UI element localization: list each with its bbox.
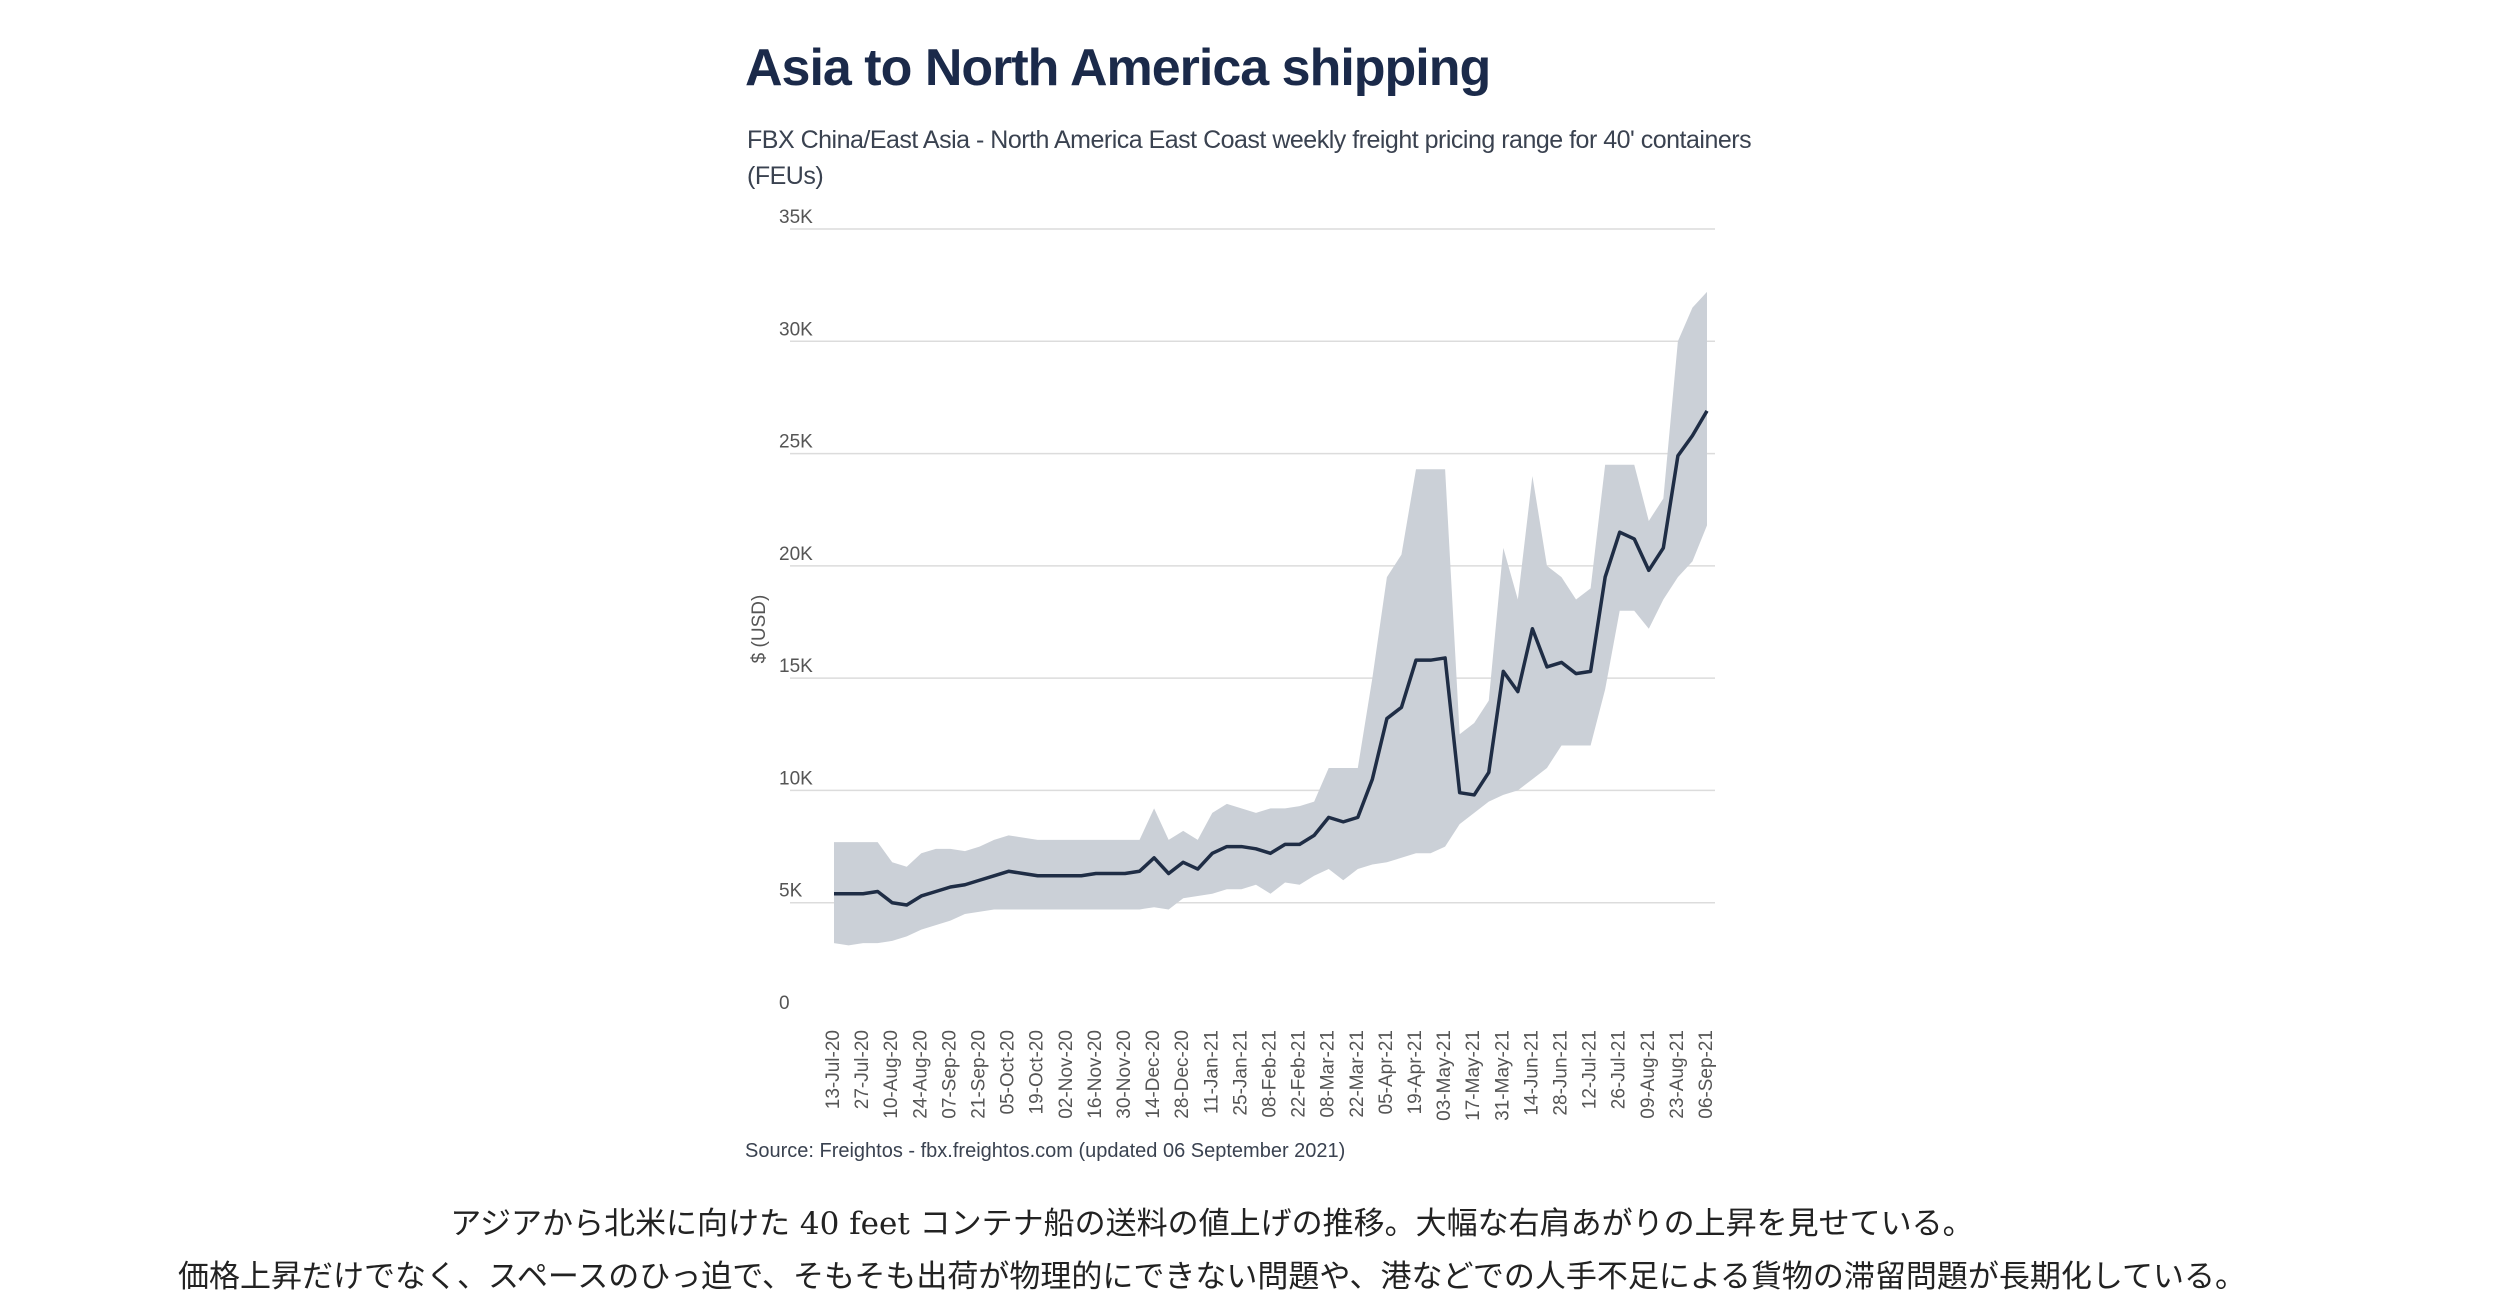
x-tick-label: 05-Oct-20: [998, 1030, 1019, 1114]
y-tick-label: 30K: [779, 319, 813, 340]
x-tick-label: 28-Jun-21: [1551, 1030, 1572, 1116]
y-tick-label: 10K: [779, 768, 813, 789]
x-tick-label: 27-Jul-20: [852, 1030, 873, 1109]
x-tick-label: 12-Jul-21: [1580, 1030, 1601, 1109]
x-tick-label: 23-Aug-21: [1667, 1030, 1688, 1119]
x-tick-label: 25-Jan-21: [1230, 1030, 1251, 1116]
x-tick-label: 31-May-21: [1492, 1030, 1513, 1121]
chart: 0 5K 10K 15K 20K 25K 30K 35K $ (USD) 13-Jul-20 27-…: [749, 207, 1717, 1121]
x-tick-label: 21-Sep-20: [969, 1030, 990, 1119]
y-tick-label: 20K: [779, 544, 813, 565]
range-band: [834, 291, 1707, 946]
caption: アジアから北米に向けた 40 feet コンテナ船の送料の値上げの推移。大幅な右…: [450, 1206, 1974, 1242]
x-tick-label: 07-Sep-20: [939, 1030, 960, 1119]
x-tick-label: 10-Aug-20: [881, 1030, 902, 1119]
y-tick-label: 25K: [779, 432, 813, 453]
x-tick-label: 11-Jan-21: [1201, 1030, 1222, 1114]
y-tick-label: 5K: [779, 881, 803, 902]
x-tick-label: 17-May-21: [1463, 1030, 1484, 1121]
x-tick-label: 05-Apr-21: [1376, 1030, 1397, 1115]
x-tick-label: 24-Aug-20: [910, 1030, 931, 1119]
x-tick-label: 22-Mar-21: [1347, 1030, 1368, 1118]
x-tick-label: 26-Jul-21: [1609, 1030, 1630, 1109]
x-tick-label: 14-Jun-21: [1521, 1030, 1542, 1116]
x-tick-label: 06-Sep-21: [1696, 1030, 1717, 1119]
chart-subtitle: FBX China/East Asia - North America East…: [747, 126, 1752, 190]
x-tick-label: 28-Dec-20: [1172, 1030, 1193, 1119]
y-axis-label: $ (USD): [749, 595, 770, 664]
x-tick-label: 14-Dec-20: [1143, 1030, 1164, 1119]
y-tick-label: 15K: [779, 656, 813, 677]
series-line: [834, 410, 1709, 907]
x-tick-label: 08-Mar-21: [1318, 1030, 1339, 1118]
x-tick-label: 09-Aug-21: [1638, 1030, 1659, 1119]
x-tick-label: 03-May-21: [1434, 1030, 1455, 1121]
x-tick-label: 02-Nov-20: [1056, 1030, 1077, 1119]
chart-title: Asia to North America shipping: [745, 39, 1491, 97]
caption: 価格上昇だけでなく、スペースのひっ迫で、そもそも出荷が物理的にできない問題や、港…: [177, 1259, 2246, 1295]
x-tick-label: 19-Apr-21: [1405, 1030, 1426, 1115]
x-tick-label: 16-Nov-20: [1085, 1030, 1106, 1119]
x-tick-label: 22-Feb-21: [1289, 1030, 1310, 1118]
y-tick-label: 0: [779, 993, 790, 1014]
x-tick-label: 08-Feb-21: [1260, 1030, 1281, 1118]
y-tick-label: 35K: [779, 207, 813, 228]
x-tick-label: 30-Nov-20: [1114, 1030, 1135, 1119]
source: Source: Freightos - fbx.freightos.com (u…: [745, 1140, 1346, 1162]
x-tick-label: 13-Jul-20: [823, 1030, 844, 1109]
x-tick-label: 19-Oct-20: [1027, 1030, 1048, 1114]
